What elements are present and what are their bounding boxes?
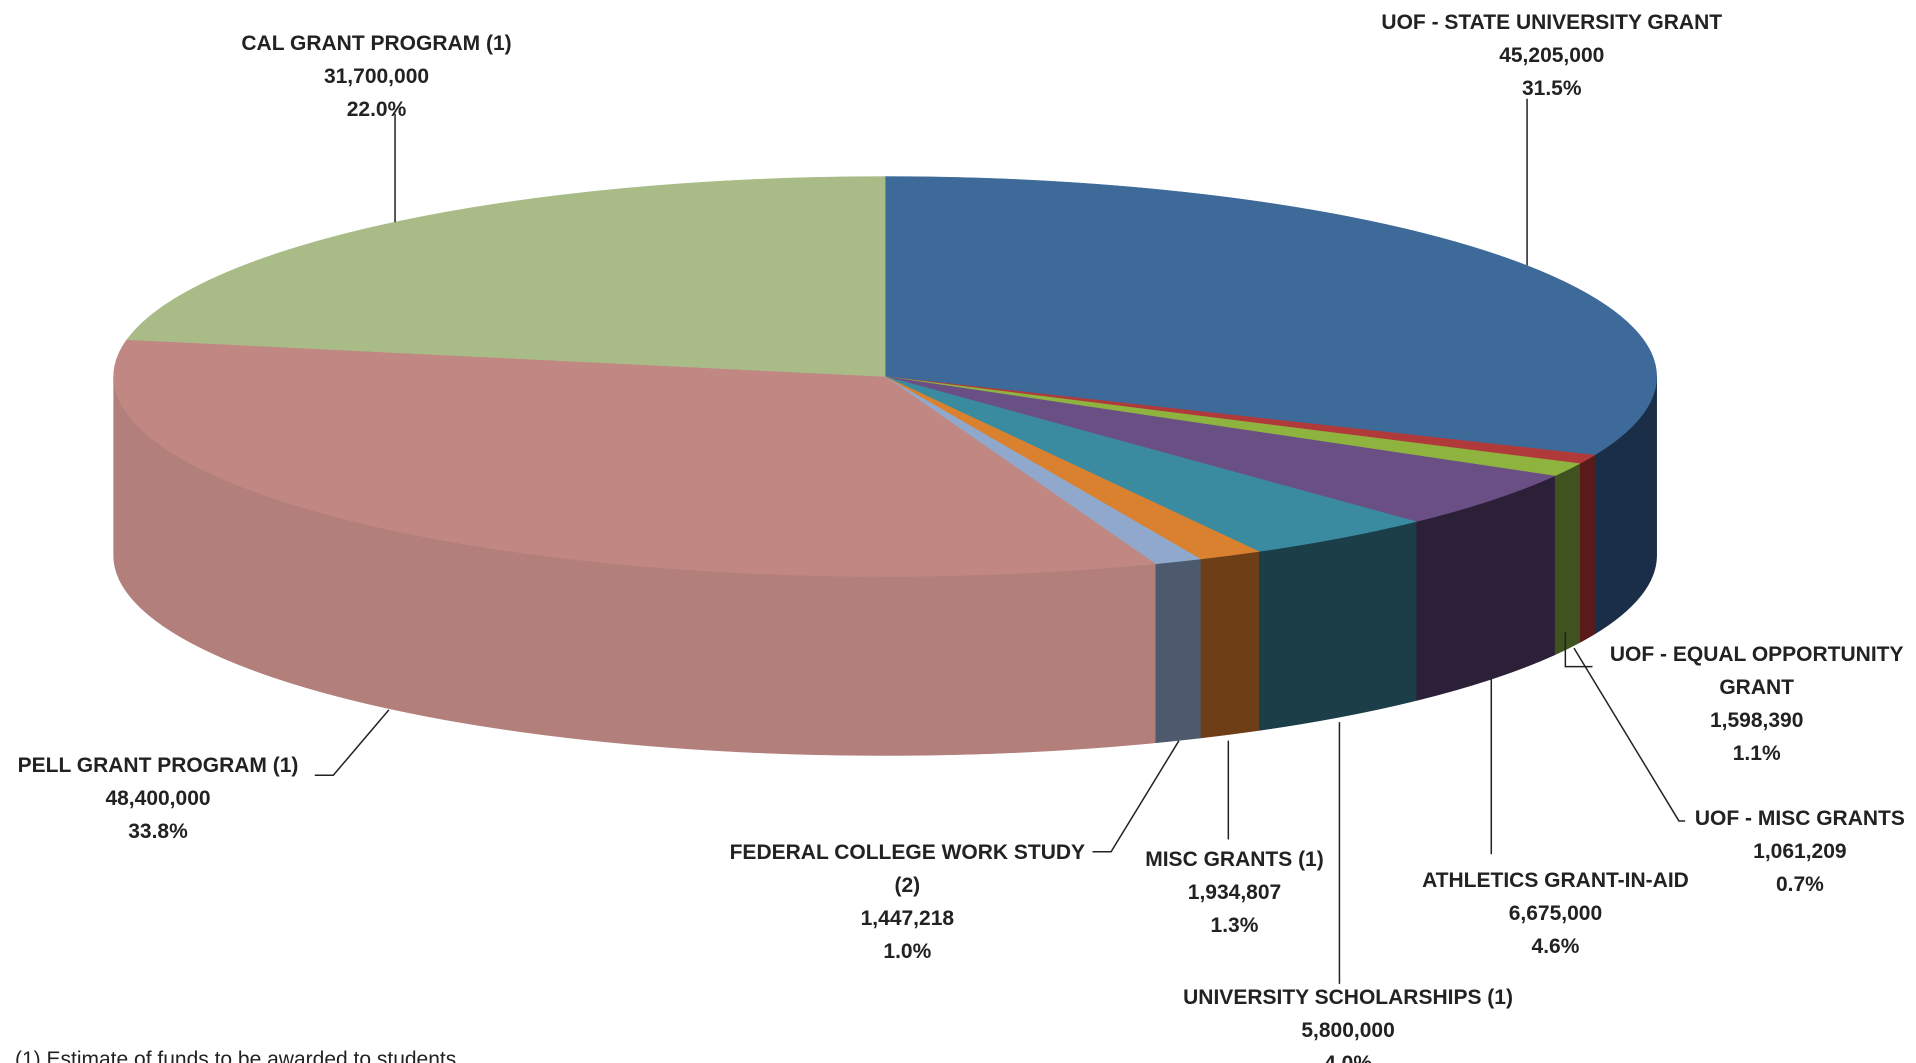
leader-line xyxy=(314,709,390,777)
slice xyxy=(885,376,1418,552)
slice-label: UOF - STATE UNIVERSITY GRANT 45,205,000 31… xyxy=(1293,6,1811,105)
label-name: FEDERAL COLLEGE WORK STUDY (2) xyxy=(729,840,1086,897)
slice-label: ATHLETICS GRANT-IN-AID 6,675,000 4.6% xyxy=(1383,864,1729,963)
label-name: PELL GRANT PROGRAM (1) xyxy=(17,754,299,778)
label-percent: 33.8% xyxy=(128,820,188,844)
label-percent: 31.5% xyxy=(1521,77,1582,101)
leader-line xyxy=(1092,740,1180,853)
label-amount: 1,934,807 xyxy=(1187,881,1282,905)
label-percent: 4.6% xyxy=(1531,935,1580,959)
label-amount: 6,675,000 xyxy=(1508,902,1603,926)
slice-label: UNIVERSITY SCHOLARSHIPS (1) 5,800,000 4.0% xyxy=(1151,981,1546,1063)
label-name: UOF - EQUAL OPPORTUNITY GRANT xyxy=(1609,643,1904,700)
slice xyxy=(884,176,1657,456)
slice xyxy=(113,339,1157,577)
slice-label: UOF - EQUAL OPPORTUNITY GRANT 1,598,390 1.… xyxy=(1590,638,1916,770)
slice-side xyxy=(1155,558,1201,744)
slice-side xyxy=(1258,521,1417,731)
label-amount: 1,598,390 xyxy=(1709,709,1804,733)
label-name: UNIVERSITY SCHOLARSHIPS (1) xyxy=(1183,986,1513,1010)
slice-side xyxy=(1200,551,1260,739)
slice-label: UOF - MISC GRANTS 1,061,209 0.7% xyxy=(1664,802,1916,901)
slice-side xyxy=(1554,463,1580,656)
label-name: UOF - MISC GRANTS xyxy=(1694,807,1905,831)
slice-label: CAL GRANT PROGRAM (1) 31,700,000 22.0% xyxy=(191,27,561,126)
label-amount: 1,061,209 xyxy=(1753,840,1847,864)
label-name: MISC GRANTS (1) xyxy=(1145,848,1324,872)
leader-line xyxy=(1564,632,1593,668)
label-percent: 1.1% xyxy=(1732,742,1781,766)
slice xyxy=(885,376,1556,522)
label-name: UOF - STATE UNIVERSITY GRANT xyxy=(1381,11,1723,35)
label-percent: 0.7% xyxy=(1775,873,1824,897)
label-percent: 1.0% xyxy=(883,939,932,963)
label-amount: 31,700,000 xyxy=(323,65,430,89)
slice xyxy=(126,176,886,377)
label-amount: 45,205,000 xyxy=(1499,44,1605,68)
label-percent: 4.0% xyxy=(1151,1047,1546,1063)
leader-line xyxy=(1573,647,1686,822)
footnote: (1) Estimate of funds to be awarded to s… xyxy=(15,1048,457,1063)
label-amount: 1,447,218 xyxy=(860,906,955,930)
slice-label: MISC GRANTS (1) 1,934,807 1.3% xyxy=(1111,843,1358,942)
label-percent: 1.3% xyxy=(1210,914,1259,938)
label-amount: 48,400,000 xyxy=(105,787,211,811)
label-percent: 22.0% xyxy=(346,98,407,122)
slice-label: FEDERAL COLLEGE WORK STUDY (2) 1,447,218 1… xyxy=(722,836,1092,968)
slice-label: PELL GRANT PROGRAM (1) 48,400,000 33.8% xyxy=(0,749,319,848)
label-name: ATHLETICS GRANT-IN-AID xyxy=(1422,869,1689,893)
slice-side xyxy=(1579,454,1595,644)
label-name: CAL GRANT PROGRAM (1) xyxy=(241,32,512,56)
label-amount: 5,800,000 xyxy=(1301,1019,1395,1043)
